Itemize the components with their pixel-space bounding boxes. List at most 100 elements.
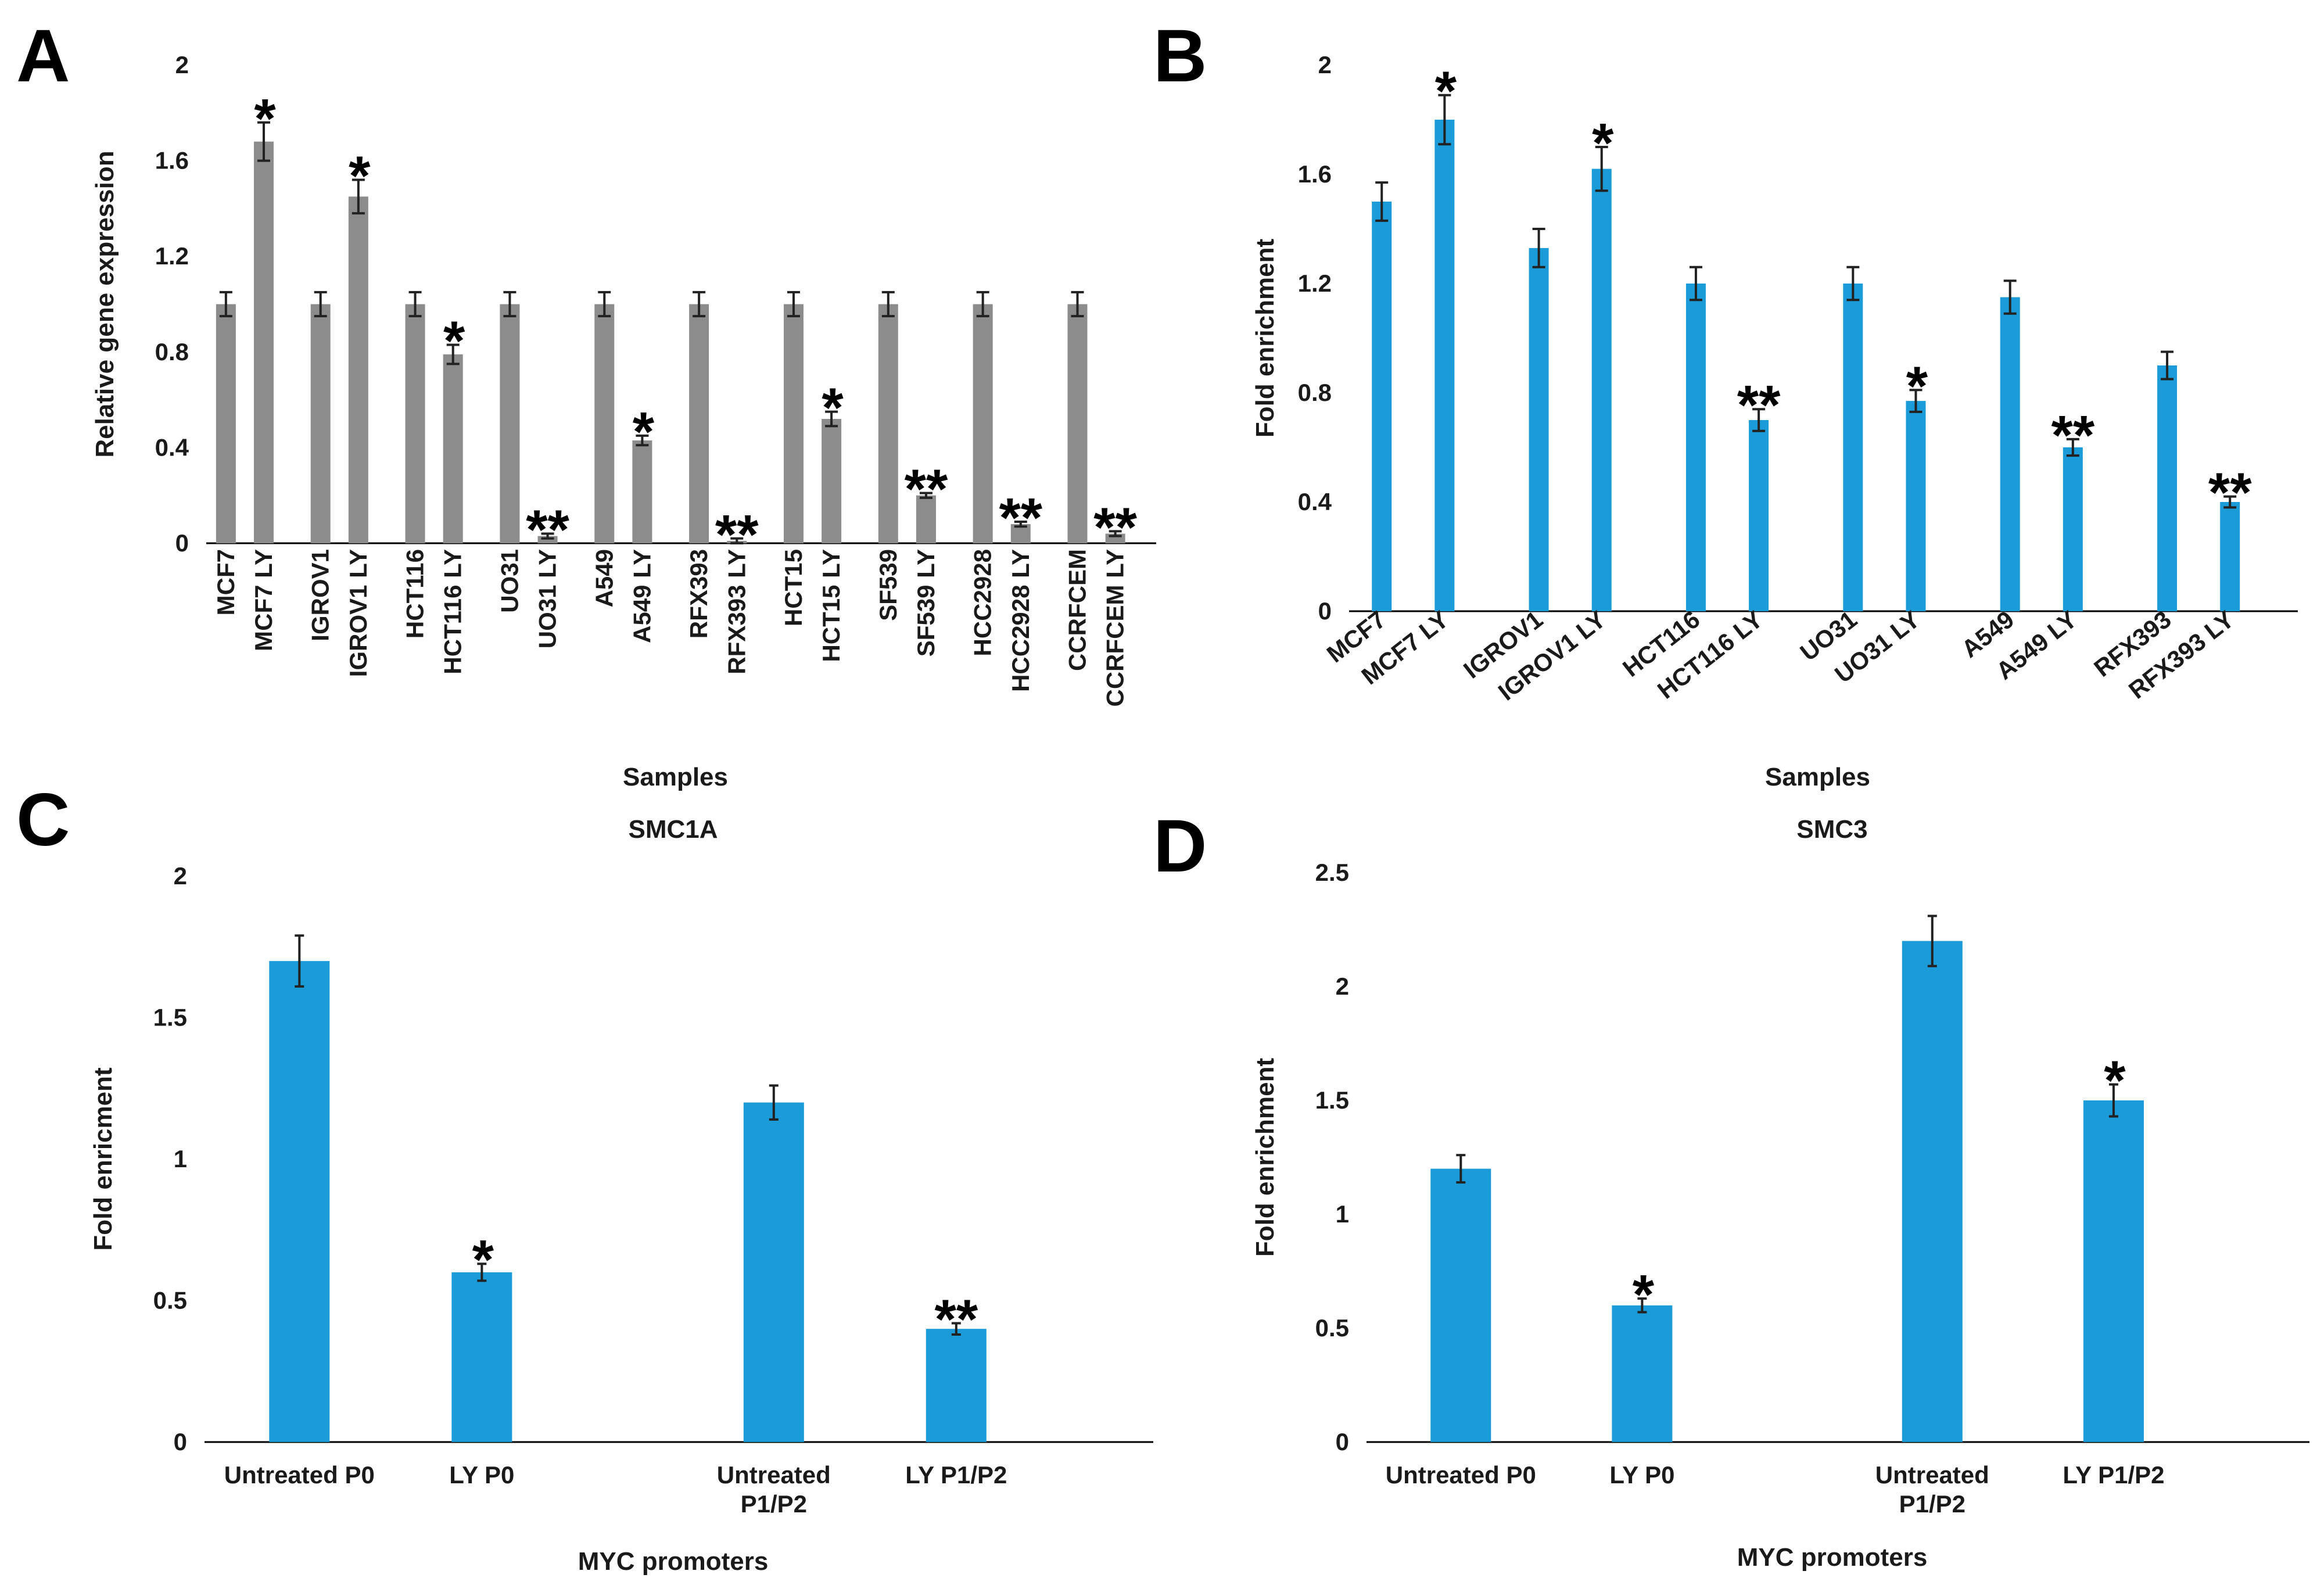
significance-marker: ** [905,458,948,521]
bar-a549-ly [632,440,652,543]
bar-mcf7-ly [1434,120,1455,611]
x-tick-label: RFX393 LY [723,549,750,675]
bar-hct116 [1685,284,1706,611]
x-tick-label: IGROV1 [307,549,334,641]
panel-label-a: A [16,15,70,98]
x-tick-label: HCC2928 LY [1007,549,1034,692]
chart-panel-c: 0 0.5 1 1.5 2 Untreated P0 * LY P0 Untreated P1/P… [89,815,1153,1576]
significance-marker: * [2104,1050,2126,1112]
x-axis-title: MYC promoters [578,1547,769,1576]
bar-hcc2928 [973,304,993,543]
significance-marker: * [472,1229,494,1291]
y-tick-label: 0 [1336,1428,1349,1455]
x-tick-label: IGROV1 LY [345,549,372,677]
bar-sf539-ly [916,495,936,543]
bar-igrov1 [310,304,331,543]
y-tick-label: 0.5 [1315,1314,1349,1342]
significance-marker: * [349,145,371,207]
x-tick-label: HCT15 [780,549,807,626]
chart-panel-a: 0 0.4 0.8 1.2 1.6 2 MCF7 * MCF7 LY IGROV1 * IGROV1 … [91,51,1156,791]
y-tick-label: 1.5 [153,1004,187,1031]
bar-a549 [2000,297,2020,611]
significance-marker: * [1633,1264,1655,1326]
bar-untreated-p1-p2 [1902,941,1963,1442]
x-tick-label: MCF7 LY [250,549,277,651]
significance-marker: ** [2208,462,2252,524]
bar-untreated-p0 [1430,1168,1491,1442]
bar-rfx393 [2157,365,2178,611]
x-tick-label-line: Untreated [1875,1461,1989,1489]
x-tick-label: UO31 [496,549,523,613]
bar-untreated-p0 [269,961,330,1442]
x-axis-title: Samples [623,763,728,791]
bar-uo31 [1843,284,1863,611]
significance-marker: ** [934,1288,978,1350]
x-tick-label-line: LY P0 [449,1461,514,1489]
y-tick-label: 0.8 [1298,379,1332,406]
x-tick-label: SF539 [874,549,902,621]
bar-untreated-p1-p2 [743,1102,804,1442]
significance-marker: ** [715,504,759,566]
panel-label-c: C [16,779,70,862]
y-tick-label: 2 [1318,51,1332,78]
bar-ccrfcem [1067,304,1088,543]
y-axis-title: Fold enricment [89,1067,117,1251]
y-tick-label: 0.4 [1298,488,1332,515]
x-tick-label: LY P0 [449,1461,514,1489]
chart-title: SMC3 [1796,815,1867,844]
bar-hct15-ly [822,419,842,543]
bar-a549 [594,304,615,543]
bar-a549-ly [2063,447,2083,611]
x-tick-label-line: P1/P2 [741,1490,807,1518]
bar-mcf7 [1372,202,1392,611]
x-tick-label: HCT116 LY [439,549,467,675]
y-tick-label: 1.2 [155,242,189,270]
y-axis-title: Relative gene expression [91,150,119,457]
y-tick-label: 2.5 [1315,859,1349,886]
y-axis-title: Fold enrichment [1251,239,1279,438]
significance-marker: * [254,88,276,150]
x-tick-label: LY P0 [1609,1461,1674,1489]
x-tick-label: CCRFCEM LY [1102,549,1129,706]
x-tick-label: UO31 LY [534,549,561,648]
x-tick-label-line: LY P1/P2 [905,1461,1007,1489]
x-tick-label: MCF7 [212,549,239,615]
significance-marker: ** [999,487,1042,549]
x-tick-label: SF539 LY [912,549,939,657]
x-tick-label: Untreated P1/P2 [717,1461,831,1518]
x-tick-label: A549 LY [628,549,655,643]
y-tick-label: 1.2 [1298,270,1332,297]
x-tick-label: A549 [590,549,618,607]
bar-igrov1 [1529,248,1549,611]
x-tick-label-line: Untreated P0 [224,1461,375,1489]
significance-marker: ** [2051,404,2094,467]
y-tick-label: 1 [174,1145,187,1172]
x-tick-label: RFX393 [685,549,712,639]
x-tick-label-line: P1/P2 [1899,1490,1965,1518]
chart-panel-d: 0 0.5 1 1.5 2 2.5 Untreated P0 * LY P0 Untreated P… [1251,815,2309,1572]
y-tick-label: 0.4 [155,433,189,461]
bar-ly-p0 [451,1272,512,1442]
bar-mcf7 [216,304,236,543]
bar-rfx393 [689,304,709,543]
bar-sf539 [878,304,898,543]
y-tick-label: 1.6 [1298,160,1332,188]
x-tick-label: Untreated P0 [1386,1461,1536,1489]
panel-label-b: B [1153,15,1207,98]
y-tick-label: 2 [175,51,189,78]
significance-marker: ** [1093,496,1137,558]
x-tick-label: LY P1/P2 [905,1461,1007,1489]
x-tick-label: HCT116 [401,549,429,639]
x-tick-label-line: LY P0 [1609,1461,1674,1489]
x-tick-label-line: Untreated [717,1461,831,1489]
bar-hct15 [783,304,804,543]
bar-uo31 [500,304,520,543]
x-tick-label: LY P1/P2 [2063,1461,2164,1489]
significance-marker: * [822,377,844,439]
bar-rfx393-ly [2220,502,2240,611]
y-tick-label: 2 [1336,973,1349,1000]
y-tick-label: 0 [175,529,189,557]
x-tick-label: HCC2928 [969,549,996,656]
chart-title: SMC1A [628,815,718,844]
